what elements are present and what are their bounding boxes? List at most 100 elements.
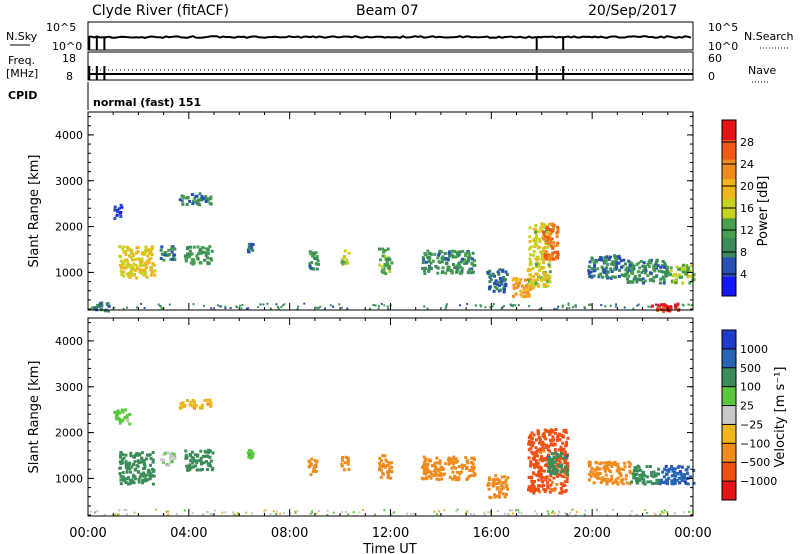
freq-strip: Freq. [MHz] 18 8 60 0 Nave — [6, 51, 776, 83]
echo-cell — [384, 264, 388, 268]
echo-cell — [549, 483, 553, 487]
scatter-speck — [647, 305, 650, 308]
echo-cell — [184, 453, 188, 457]
echo-cell — [449, 249, 453, 253]
echo-cell — [206, 252, 210, 256]
echo-cell — [590, 470, 594, 474]
echo-cell — [673, 467, 677, 471]
echo-cell — [248, 449, 251, 452]
echo-cell — [132, 267, 136, 271]
echo-cell — [450, 466, 454, 470]
echo-cell — [548, 433, 551, 436]
echo-cell — [119, 211, 123, 214]
scatter-speck — [240, 307, 243, 310]
echo-cell — [613, 255, 617, 258]
echo-cell — [661, 259, 665, 263]
echo-cell — [247, 242, 251, 246]
echo-cell — [595, 260, 598, 264]
echo-cell — [189, 400, 193, 404]
scatter-speck — [583, 513, 586, 516]
echo-cell — [588, 472, 592, 476]
echo-cell — [140, 460, 144, 464]
echo-cell — [384, 272, 388, 276]
echo-cell — [547, 263, 551, 267]
echo-cell — [308, 264, 312, 268]
echo-cell — [151, 458, 155, 462]
scatter-speck — [663, 509, 666, 512]
echo-cell — [122, 261, 126, 265]
echo-cell — [121, 475, 125, 479]
echo-cell — [379, 459, 383, 463]
echo-cell — [532, 485, 536, 489]
echo-cell — [529, 436, 533, 440]
echo-cell — [390, 465, 394, 469]
echo-cell — [455, 264, 459, 268]
scatter-speck — [210, 513, 212, 515]
echo-cell — [489, 496, 493, 500]
echo-cell — [117, 207, 121, 211]
scatter-speck — [472, 513, 475, 516]
colorbar-swatch — [722, 481, 736, 501]
echo-cell — [140, 451, 144, 455]
scatter-speck — [264, 509, 267, 512]
echo-cell — [557, 448, 561, 452]
echo-cell — [189, 459, 193, 463]
echo-cell — [563, 465, 567, 469]
echo-cell — [658, 281, 662, 285]
echo-cell — [543, 255, 547, 259]
scatter-speck — [277, 305, 279, 308]
echo-cell — [123, 258, 127, 262]
echo-cell — [620, 478, 624, 481]
echo-cell — [528, 287, 532, 291]
echo-cell — [605, 482, 609, 486]
echo-cell — [143, 477, 147, 481]
echo-cell — [540, 455, 543, 459]
echo-cell — [630, 271, 634, 275]
scatter-speck — [269, 512, 272, 515]
echo-cell — [167, 463, 171, 467]
echo-cell — [611, 275, 615, 279]
echo-cell — [446, 458, 450, 462]
echo-cell — [551, 460, 555, 464]
echo-cell — [685, 264, 689, 268]
echo-cell — [450, 458, 454, 461]
echo-cell — [121, 461, 125, 465]
scatter-speck — [374, 304, 377, 307]
scatter-speck — [553, 307, 556, 310]
scatter-speck — [637, 303, 640, 306]
echo-cell — [535, 234, 539, 238]
echo-cell — [440, 260, 444, 264]
echo-cell — [313, 256, 317, 260]
echo-cell — [428, 257, 432, 260]
echo-cell — [184, 457, 188, 460]
echo-cell — [546, 485, 550, 489]
echo-cell — [619, 474, 623, 478]
scatter-speck — [219, 305, 222, 308]
echo-cell — [677, 267, 680, 271]
scatter-speck — [96, 510, 99, 513]
echo-cell — [595, 466, 599, 470]
power-data — [90, 192, 696, 313]
echo-cell — [550, 452, 554, 455]
echo-cell — [538, 438, 542, 442]
echo-cell — [598, 467, 602, 471]
echo-cell — [471, 251, 475, 255]
echo-cell — [556, 453, 560, 457]
echo-cell — [560, 433, 563, 437]
echo-cell — [453, 249, 457, 253]
scatter-speck — [487, 511, 490, 513]
echo-cell — [387, 256, 391, 260]
echo-cell — [310, 457, 314, 461]
scatter-speck — [514, 304, 517, 307]
scatter-speck — [377, 307, 380, 310]
echo-cell — [119, 266, 123, 270]
echo-cell — [128, 273, 132, 277]
echo-cell — [614, 265, 618, 269]
echo-cell — [540, 224, 544, 228]
echo-cell — [552, 476, 556, 480]
scatter-speck — [479, 304, 482, 307]
echo-cell — [532, 239, 536, 243]
scatter-speck — [203, 304, 206, 307]
nsky-spikes — [88, 37, 565, 50]
echo-cell — [541, 476, 545, 480]
